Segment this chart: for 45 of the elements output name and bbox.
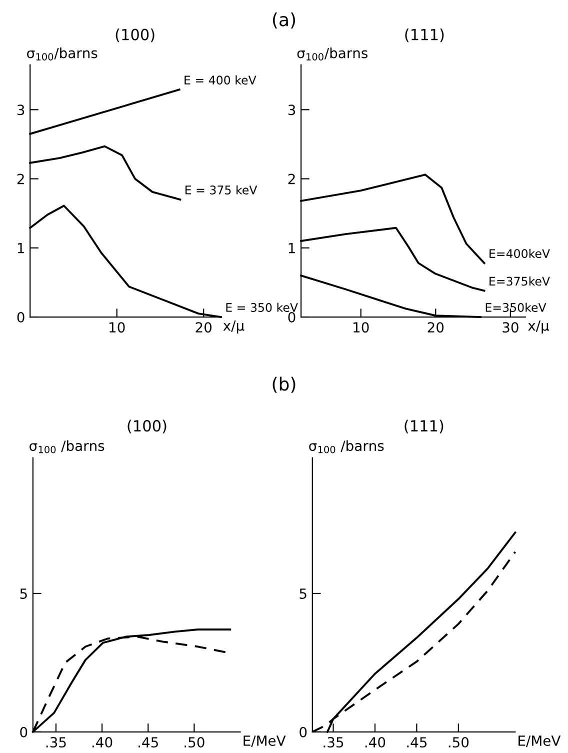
series-label: E = 375 keV <box>186 185 258 194</box>
x-tick-label: 30 <box>502 322 518 333</box>
y-axis-title: σ$_{100}$ /barns <box>309 440 384 454</box>
x-axis-title: x/μ <box>528 320 550 334</box>
y-tick-label: 5 <box>20 588 27 599</box>
chart-title: (111) <box>404 420 444 434</box>
y-axis-title: σ$_{100}$/barns <box>27 48 98 60</box>
y-tick-label: 2 <box>288 174 295 184</box>
y-tick-label: 0 <box>17 312 24 322</box>
text: (a) <box>272 12 296 28</box>
series-label: E=350keV <box>486 302 546 312</box>
y-tick-label: 0 <box>288 312 296 322</box>
y-tick-label: 1 <box>288 243 295 254</box>
y-tick-label: 1 <box>18 243 24 254</box>
series-label: E = 350 keV <box>226 302 298 312</box>
x-axis-title: E/MeV <box>244 736 286 748</box>
x-tick-label: 10 <box>354 322 369 333</box>
chart-title: (100) <box>128 420 166 434</box>
x-axis-title: x/μ <box>223 320 244 334</box>
x-tick-label: .40 <box>365 737 386 748</box>
x-tick-label: .45 <box>138 737 158 748</box>
chart-title: (111) <box>405 28 444 42</box>
series-label: E = 400 keV <box>184 75 256 85</box>
x-tick-label: 20 <box>428 322 444 333</box>
x-tick-label: .50 <box>184 737 204 748</box>
y-tick-label: 3 <box>17 104 24 116</box>
x-tick-label: .50 <box>448 737 469 748</box>
x-tick-label: .40 <box>92 737 112 748</box>
y-tick-label: 0 <box>20 726 28 738</box>
x-tick-label: 10 <box>110 322 125 333</box>
x-tick-label: .35 <box>46 737 66 748</box>
series-label: E=400keV <box>490 248 550 258</box>
x-tick-label: .45 <box>407 737 427 748</box>
series-label: E=375keV <box>490 276 550 286</box>
y-tick-label: 2 <box>17 174 24 184</box>
text: (b) <box>272 376 296 393</box>
chart-title: (100) <box>116 28 154 42</box>
y-tick-label: 0 <box>300 726 307 738</box>
y-axis-title: σ$_{100}$/barns <box>297 48 368 60</box>
x-axis-title: E/MeV <box>518 736 561 748</box>
y-tick-label: 5 <box>300 588 306 599</box>
y-axis-title: σ$_{100}$ /barns <box>30 440 104 454</box>
x-tick-label: .35 <box>324 737 344 748</box>
x-tick-label: 20 <box>196 322 212 333</box>
y-tick-label: 3 <box>288 104 296 116</box>
